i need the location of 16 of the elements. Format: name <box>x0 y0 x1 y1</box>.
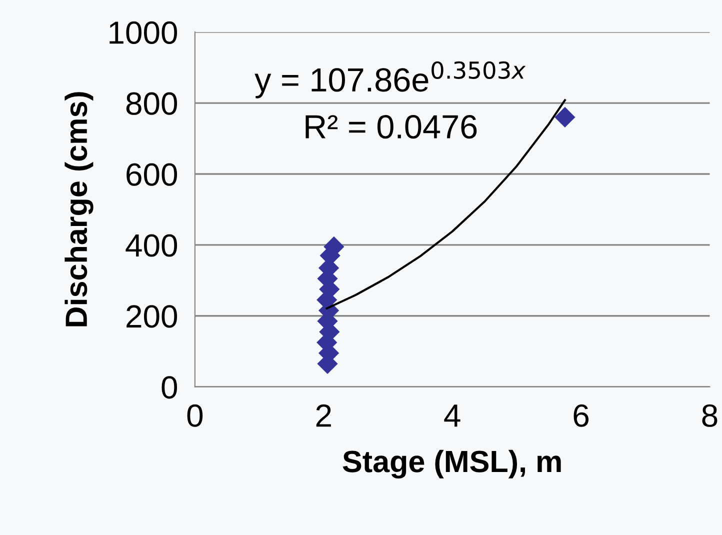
y-tick-label: 800 <box>126 92 178 115</box>
x-tick-label: 0 <box>187 404 203 427</box>
point <box>554 106 576 128</box>
y-axis-title: Discharge (cms) <box>64 92 94 326</box>
annotation: y = 107.86e$^{0.3503x}$ <box>254 61 526 98</box>
x-axis-title: Stage (MSL), m <box>342 450 561 479</box>
x-tick-label: 2 <box>316 404 331 427</box>
x-tick-label: 6 <box>574 404 589 427</box>
x-tick-label: 8 <box>702 404 718 427</box>
y-tick-label: 200 <box>126 305 178 328</box>
annotation: R² = 0.0476 <box>306 114 477 139</box>
x-tick-label: 4 <box>444 404 460 427</box>
y-tick-label: 400 <box>126 234 178 257</box>
y-tick-label: 600 <box>126 163 178 186</box>
y-tick-label: 0 <box>162 376 178 399</box>
y-tick-label: 1000 <box>110 21 178 44</box>
